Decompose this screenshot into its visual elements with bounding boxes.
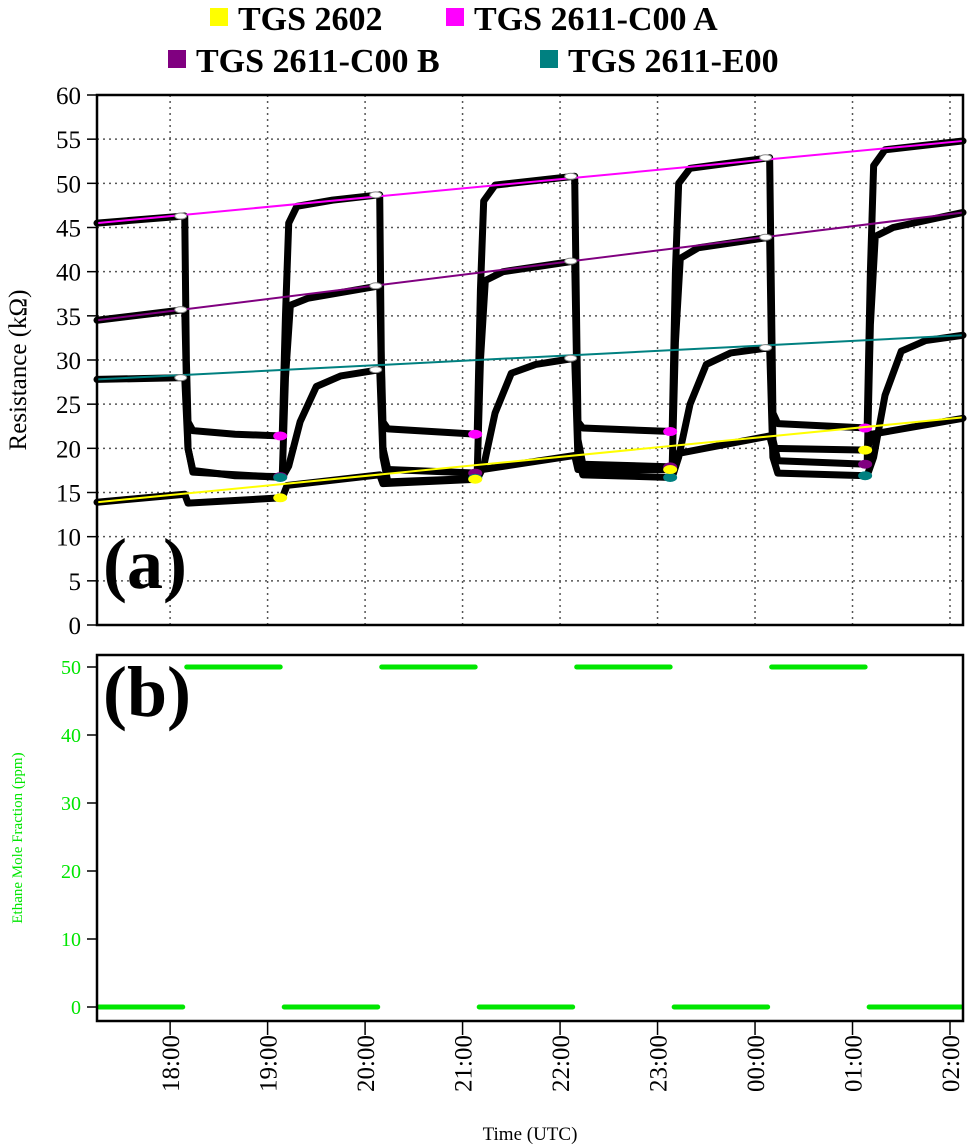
exposure-end-marker: [663, 465, 678, 475]
baseline-fit-line-0: [96, 139, 964, 225]
legend-label-0: TGS 2602: [238, 1, 383, 38]
baseline-marker: [759, 154, 773, 162]
baseline-marker: [369, 366, 383, 374]
baseline-marker: [174, 306, 188, 314]
x-tick-label: 21:00: [451, 1035, 478, 1092]
baseline-marker: [369, 191, 383, 199]
y-axis-label-b: Ethane Mole Fraction (ppm): [10, 752, 26, 923]
legend-swatch-3: [540, 50, 558, 68]
exposure-end-marker: [468, 474, 483, 484]
y-tick-label-b: 10: [61, 929, 81, 951]
x-tick-label: 22:00: [548, 1035, 575, 1092]
x-tick-label: 01:00: [841, 1035, 868, 1092]
sensor-response-3: [93, 414, 967, 507]
exposure-end-marker: [273, 431, 288, 441]
baseline-marker: [174, 374, 188, 382]
baseline-marker: [369, 282, 383, 290]
exposure-end-marker: [858, 459, 873, 469]
exposure-end-marker: [273, 493, 288, 503]
y-tick-label-b: 40: [61, 725, 81, 747]
x-tick-label: 20:00: [353, 1035, 380, 1092]
y-tick-label: 55: [56, 127, 81, 154]
legend-swatch-1: [446, 8, 464, 26]
baseline-fit-line-2: [96, 334, 964, 381]
x-tick-label: 02:00: [938, 1035, 965, 1092]
baseline-marker: [174, 212, 188, 220]
legend-swatch-0: [210, 8, 228, 26]
x-tick-label: 18:00: [158, 1035, 185, 1092]
baseline-fit-line-1: [96, 211, 964, 322]
exposure-end-marker: [468, 429, 483, 439]
y-tick-label: 0: [69, 613, 82, 640]
legend-label-2: TGS 2611-C00 B: [196, 43, 440, 80]
exposure-end-marker: [663, 472, 678, 482]
exposure-end-marker: [858, 445, 873, 455]
y-axis-label-a: Resistance (kΩ): [5, 290, 32, 451]
y-tick-label: 5: [69, 569, 82, 596]
y-tick-label: 15: [56, 481, 81, 508]
sensor-response-0: [93, 137, 967, 440]
baseline-marker: [564, 172, 578, 180]
x-tick-label: 19:00: [256, 1035, 283, 1092]
panel-b-frame: [95, 653, 965, 1023]
y-tick-label: 25: [56, 392, 81, 419]
y-tick-label-b: 20: [61, 861, 81, 883]
panel-label-a: (a): [103, 524, 187, 604]
baseline-marker: [759, 344, 773, 352]
x-tick-label: 23:00: [646, 1035, 673, 1092]
exposure-end-marker: [663, 427, 678, 437]
baseline-marker: [564, 257, 578, 265]
y-tick-label: 60: [56, 83, 81, 110]
y-tick-label: 40: [56, 260, 81, 287]
y-tick-label: 20: [56, 436, 81, 463]
y-tick-label: 10: [56, 525, 81, 552]
exposure-end-marker: [273, 472, 288, 482]
y-tick-label: 50: [56, 171, 81, 198]
panel-a-frame: [95, 93, 965, 627]
legend-label-3: TGS 2611-E00: [568, 43, 779, 80]
panel-label-b: (b): [103, 652, 191, 732]
baseline-fit-line-3: [96, 416, 964, 504]
y-tick-label: 30: [56, 348, 81, 375]
y-tick-label-b: 0: [71, 997, 81, 1019]
y-tick-label: 45: [56, 216, 81, 243]
y-tick-label-b: 50: [61, 657, 81, 679]
exposure-end-marker: [858, 471, 873, 481]
legend-label-1: TGS 2611-C00 A: [474, 1, 718, 38]
y-tick-label: 35: [56, 304, 81, 331]
baseline-marker: [759, 233, 773, 241]
baseline-marker: [564, 354, 578, 362]
x-tick-label: 00:00: [743, 1035, 770, 1092]
legend-swatch-2: [168, 50, 186, 68]
x-axis-label: Time (UTC): [483, 1124, 578, 1145]
y-tick-label-b: 30: [61, 793, 81, 815]
sensor-response-2: [93, 331, 967, 486]
